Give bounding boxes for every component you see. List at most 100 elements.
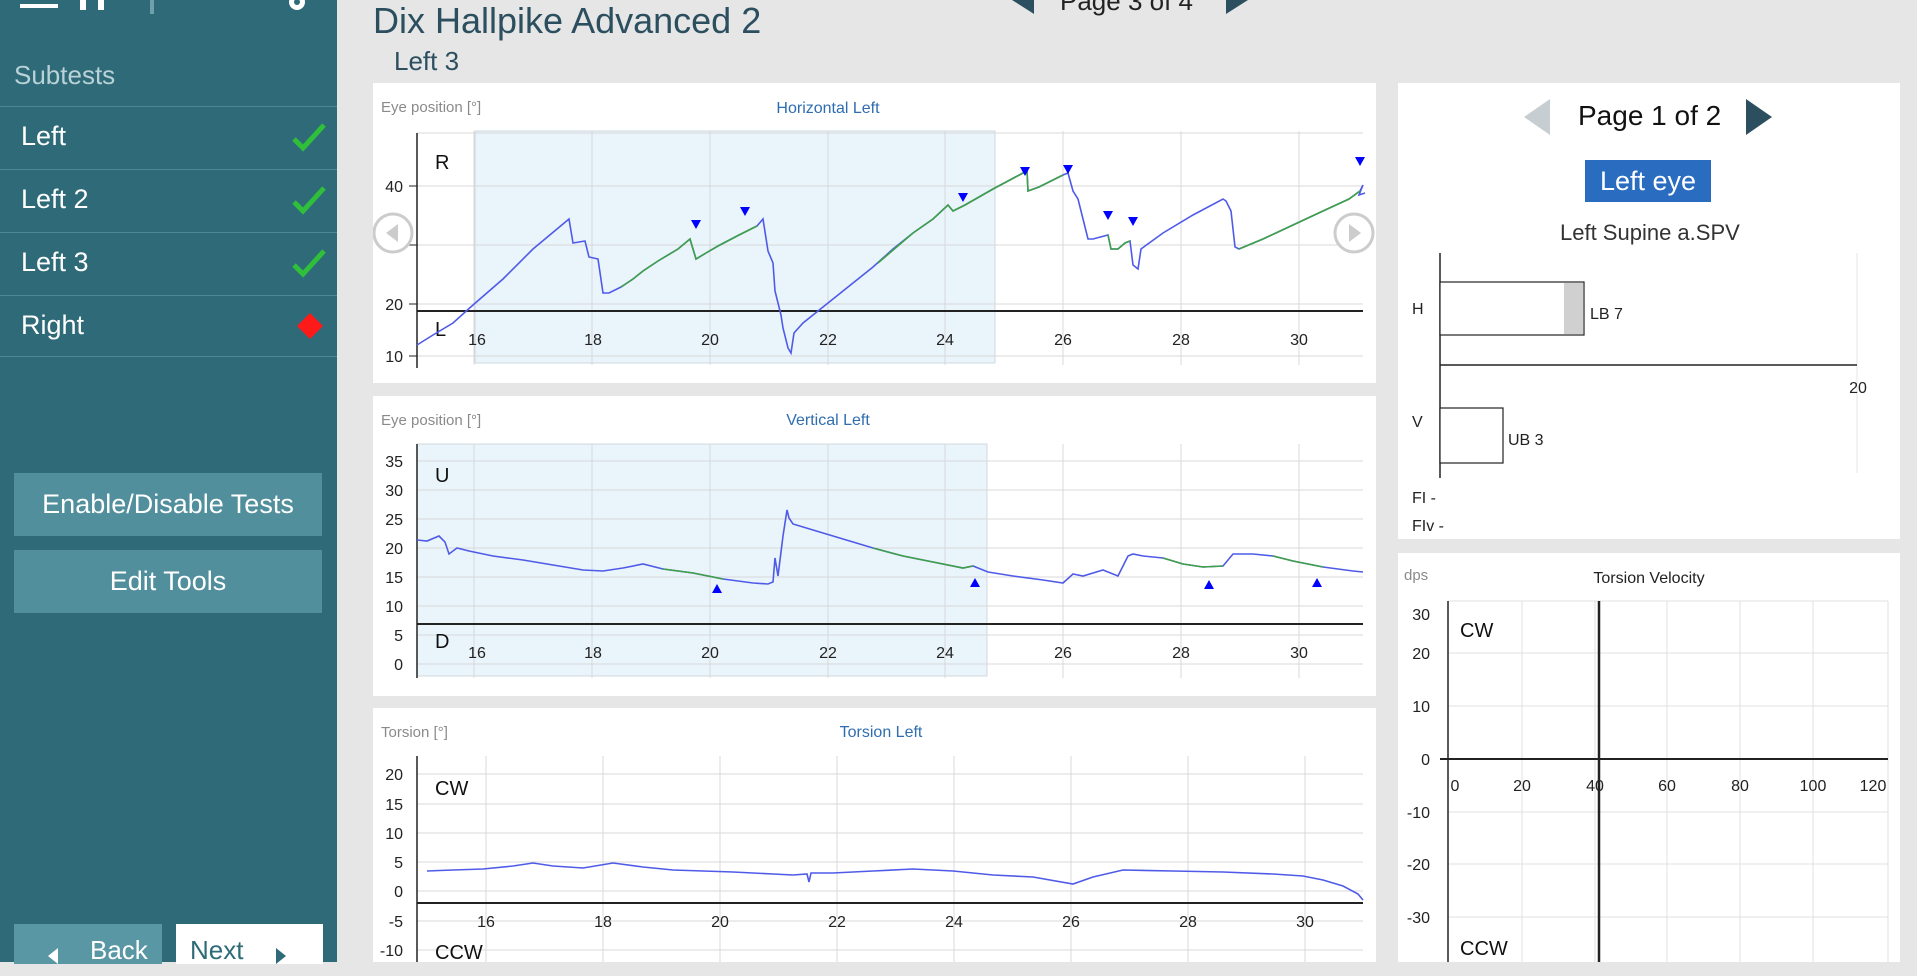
vertical-ylabel: Eye position [°] bbox=[381, 412, 481, 429]
marker-down-icon bbox=[740, 207, 750, 216]
torsion-ytick: 5 bbox=[394, 855, 403, 872]
scroll-left-icon[interactable] bbox=[372, 212, 414, 254]
horizontal-xtick: 24 bbox=[936, 332, 954, 349]
horizontal-top-label: R bbox=[435, 152, 449, 174]
horizontal-xtick: 30 bbox=[1290, 332, 1308, 349]
subtest-item-left[interactable]: Left bbox=[0, 106, 337, 168]
tv-xtick: 0 bbox=[1451, 778, 1460, 795]
torsion-velocity-chart: dps Torsion Velocity CW CCW 30 20 10 0 -… bbox=[1404, 567, 1889, 962]
subtest-label: Left 3 bbox=[21, 247, 89, 277]
spv-chart: H V LB 7 UB 3 20 FI - FIv - bbox=[1412, 253, 1867, 535]
horizontal-title: Horizontal Left bbox=[776, 100, 880, 117]
vertical-trace-green bbox=[1272, 555, 1324, 568]
tv-ytick: 30 bbox=[1412, 607, 1430, 624]
torsion-ytick: 20 bbox=[385, 767, 403, 784]
vertical-xtick: 16 bbox=[468, 645, 486, 662]
vertical-ytick: 15 bbox=[385, 570, 403, 587]
back-button[interactable]: Back bbox=[14, 924, 162, 965]
marker-down-icon bbox=[691, 220, 701, 229]
torsion-ytick: -10 bbox=[380, 943, 403, 960]
marker-up-icon bbox=[1204, 580, 1214, 589]
marker-up-icon bbox=[1312, 578, 1322, 587]
torsion-xtick: 24 bbox=[945, 914, 963, 931]
horizontal-ylabel: Eye position [°] bbox=[381, 99, 481, 116]
edit-tools-button[interactable]: Edit Tools bbox=[14, 550, 322, 613]
tv-xtick: 20 bbox=[1513, 778, 1531, 795]
vertical-title: Vertical Left bbox=[786, 412, 870, 429]
torsion-left-panel: Torsion [°] Torsion Left CW CCW 20 15 10… bbox=[373, 708, 1376, 964]
next-button[interactable]: Next bbox=[176, 924, 323, 965]
marker-down-icon bbox=[1020, 167, 1030, 176]
vertical-ytick: 30 bbox=[385, 483, 403, 500]
torsion-xtick: 26 bbox=[1062, 914, 1080, 931]
enable-disable-tests-button[interactable]: Enable/Disable Tests bbox=[14, 473, 322, 536]
vertical-xtick: 28 bbox=[1172, 645, 1190, 662]
vertical-top-label: U bbox=[435, 465, 449, 487]
next-spv-page-icon[interactable] bbox=[1744, 97, 1774, 137]
marker-down-icon bbox=[1355, 157, 1365, 166]
horizontal-trace-green bbox=[620, 225, 758, 288]
back-label: Back bbox=[90, 935, 148, 965]
horizontal-left-chart[interactable]: Eye position [°] Horizontal Left R L 40 … bbox=[372, 83, 1376, 383]
chevron-left-icon bbox=[48, 948, 58, 964]
vertical-left-chart[interactable]: Eye position [°] Vertical Left U D 35 30… bbox=[373, 396, 1376, 696]
vertical-xtick: 18 bbox=[584, 645, 602, 662]
nystagmus-markers bbox=[712, 578, 1322, 593]
error-diamond-icon bbox=[297, 313, 323, 339]
tv-xtick: 80 bbox=[1731, 778, 1749, 795]
v-axis-label: V bbox=[1412, 414, 1423, 431]
tv-xtick: 60 bbox=[1658, 778, 1676, 795]
chevron-right-icon bbox=[276, 948, 286, 964]
marker-down-icon bbox=[1063, 165, 1073, 174]
page-title: Dix Hallpike Advanced 2 bbox=[373, 0, 762, 41]
page-indicator: Page 3 of 4 bbox=[1060, 0, 1193, 16]
home-icon[interactable] bbox=[80, 0, 104, 10]
subtest-label: Left bbox=[21, 121, 67, 151]
next-page-arrow-icon[interactable] bbox=[1222, 0, 1256, 14]
horizontal-ytick: 40 bbox=[385, 179, 403, 196]
horizontal-xtick: 28 bbox=[1172, 332, 1190, 349]
tv-ytick: 10 bbox=[1412, 699, 1430, 716]
menu-icon[interactable] bbox=[20, 4, 58, 8]
fiv-value: FIv - bbox=[1412, 518, 1444, 535]
left-eye-button[interactable]: Left eye bbox=[1585, 160, 1711, 202]
tv-xtick: 120 bbox=[1860, 778, 1887, 795]
subtest-item-left-2[interactable]: Left 2 bbox=[0, 169, 337, 231]
vertical-trace-green bbox=[872, 547, 974, 569]
vertical-trace-green bbox=[1162, 557, 1224, 568]
subtest-item-left-3[interactable]: Left 3 bbox=[0, 232, 337, 294]
torsion-top-label: CW bbox=[435, 778, 468, 800]
h-bar-shade bbox=[1564, 283, 1583, 334]
selection-region[interactable] bbox=[416, 443, 988, 677]
horizontal-trace-green bbox=[1107, 234, 1131, 250]
horizontal-trace-green bbox=[877, 169, 1064, 264]
horizontal-left-panel: Eye position [°] Horizontal Left R L 40 … bbox=[372, 83, 1376, 383]
torsion-trace bbox=[426, 862, 1364, 901]
torsion-bottom-label: CCW bbox=[435, 942, 483, 962]
subtest-label: Left 2 bbox=[21, 184, 89, 214]
vertical-trace-green bbox=[662, 568, 724, 580]
horizontal-xtick: 20 bbox=[701, 332, 719, 349]
tv-ytick: -30 bbox=[1407, 910, 1430, 927]
vertical-ytick: 5 bbox=[394, 628, 403, 645]
subtest-item-right[interactable]: Right bbox=[0, 295, 337, 357]
scroll-right-icon[interactable] bbox=[1333, 212, 1375, 254]
prev-page-arrow-icon[interactable] bbox=[1004, 0, 1038, 14]
torsion-xtick: 28 bbox=[1179, 914, 1197, 931]
torsion-left-chart[interactable]: Torsion [°] Torsion Left CW CCW 20 15 10… bbox=[373, 708, 1376, 964]
next-label: Next bbox=[190, 935, 244, 965]
torsion-xtick: 22 bbox=[828, 914, 846, 931]
vertical-xtick: 26 bbox=[1054, 645, 1072, 662]
tv-ytick: 0 bbox=[1421, 752, 1430, 769]
vertical-ytick: 0 bbox=[394, 657, 403, 674]
subtest-label: Right bbox=[21, 310, 85, 340]
tv-ytick: 20 bbox=[1412, 646, 1430, 663]
torsion-ytick: 15 bbox=[385, 797, 403, 814]
gear-icon[interactable] bbox=[289, 0, 305, 10]
spv-title: Left Supine a.SPV bbox=[1560, 220, 1740, 245]
check-icon bbox=[292, 249, 326, 278]
vertical-ytick: 25 bbox=[385, 512, 403, 529]
prev-spv-page-icon[interactable] bbox=[1522, 97, 1552, 137]
selection-region[interactable] bbox=[474, 130, 996, 364]
vertical-ytick: 10 bbox=[385, 599, 403, 616]
